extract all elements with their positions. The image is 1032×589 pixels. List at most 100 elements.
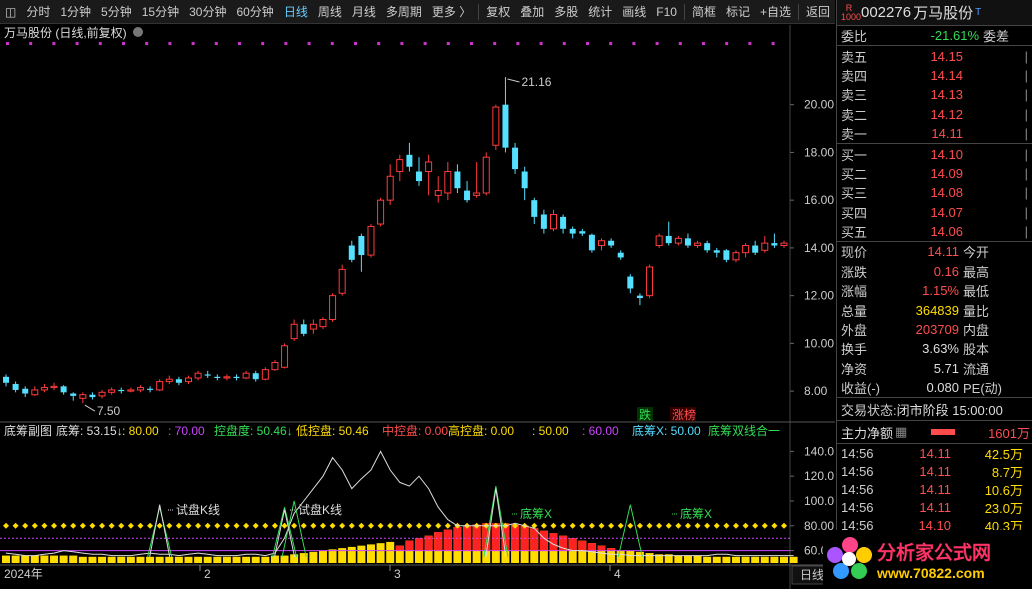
test-spike	[274, 509, 296, 557]
volume-bar-yellow	[635, 551, 644, 563]
volume-bar-red	[587, 543, 596, 551]
sell-level-5[interactable]: 卖五 14.15 |	[837, 46, 1032, 65]
stat-value: 1.15%	[922, 283, 959, 299]
volume-bar-yellow	[30, 555, 39, 563]
toolbar-item-1[interactable]: 1分钟	[60, 4, 92, 19]
marker-80	[771, 522, 778, 529]
depth-tick: |	[1024, 204, 1028, 220]
buy-level-3[interactable]: 买三 14.08 |	[837, 183, 1032, 202]
toolbar-item-6[interactable]: 日线	[283, 4, 308, 19]
trade-volume: 23.0万	[984, 500, 1023, 516]
volume-bar-yellow	[693, 555, 702, 563]
buy-level-4[interactable]: 买四 14.07 |	[837, 203, 1032, 222]
toolbar-item-18[interactable]: 标记	[726, 4, 751, 19]
toolbar-item-7[interactable]: 周线	[317, 4, 342, 19]
grid-icon[interactable]: ▦	[895, 424, 908, 440]
toolbar-item-17[interactable]: 简框	[691, 4, 716, 19]
marker-80	[367, 522, 374, 529]
sell-level-4[interactable]: 卖四 14.14 |	[837, 66, 1032, 85]
chart-area[interactable]: 万马股份 (日线,前复权) 20.00 18.00 16.00 14.00 12.00 10…	[0, 25, 835, 589]
toolbar-item-12[interactable]: 叠加	[520, 4, 545, 19]
sell-orders: 卖五 14.15 | 卖四 14.14 | 卖三 14.13 | 卖二 14.12 | 卖一 14.11 |	[837, 46, 1032, 143]
volume-bar-yellow	[280, 555, 289, 563]
indicator-header-item: 底筹副图	[4, 423, 52, 438]
buy-level-1[interactable]: 买一 14.10 |	[837, 144, 1032, 163]
trade-state-value: 闭市阶段 15:00:00	[896, 402, 1003, 418]
marker-80	[195, 522, 202, 529]
stat-label: 净资	[841, 361, 868, 377]
marker-80	[271, 522, 278, 529]
toolbar-item-15[interactable]: 画线	[622, 4, 647, 19]
toolbar-item-20[interactable]: 返回	[806, 4, 831, 19]
buy-level-2[interactable]: 买二 14.09 |	[837, 164, 1032, 183]
buy-level-1-price: 14.10	[930, 146, 963, 162]
weibi-row: 委比 -21.61% 委差	[837, 26, 1032, 45]
volume-bar-yellow	[587, 543, 596, 563]
candle-body	[579, 231, 586, 234]
signal-dot	[678, 42, 682, 45]
period-label: 日线	[800, 568, 824, 582]
volume-bar-red	[463, 525, 472, 551]
marker-80	[108, 522, 115, 529]
candle-body	[214, 376, 221, 378]
marker-80	[51, 522, 58, 529]
toolbar-item-5[interactable]: 60分钟	[236, 4, 274, 19]
kline-chart[interactable]: 万马股份 (日线,前复权) 20.00 18.00 16.00 14.00 12.00 10…	[0, 25, 835, 589]
toolbar-item-0[interactable]: 分时	[26, 4, 51, 19]
volume-bar-yellow	[270, 555, 279, 563]
chart-settings-icon	[133, 27, 143, 37]
toolbar-item-9[interactable]: 多周期	[385, 4, 422, 19]
marker-80	[214, 522, 221, 529]
info-icon[interactable]: T	[975, 7, 982, 18]
signal-spike	[617, 504, 643, 557]
candle-body	[108, 389, 116, 393]
logo-url: www.70822.com	[877, 565, 985, 581]
volume-bar-yellow	[722, 556, 731, 563]
toolbar-item-11[interactable]: 复权	[486, 4, 511, 19]
volume-bar-yellow	[789, 556, 798, 563]
depth-tick: |	[1024, 87, 1028, 103]
marker-80	[99, 522, 106, 529]
sell-level-1[interactable]: 卖一 14.11 |	[837, 124, 1032, 143]
sell-level-3[interactable]: 卖三 14.13 |	[837, 85, 1032, 104]
candle-body	[261, 369, 269, 380]
sell-level-2[interactable]: 卖二 14.12 |	[837, 105, 1032, 124]
volume-bar-yellow	[126, 556, 135, 563]
toolbar-item-13[interactable]: 多股	[554, 4, 579, 19]
volume-bar-red	[530, 528, 539, 551]
price-tick-label: 14.00	[804, 241, 834, 255]
toolbar-item-2[interactable]: 5分钟	[101, 4, 132, 19]
sell-level-4-label: 卖四	[841, 68, 868, 84]
indicator-header-item: : 80.00	[122, 424, 159, 438]
toolbar-item-4[interactable]: 30分钟	[189, 4, 227, 19]
depth-tick: |	[1024, 146, 1028, 162]
marker-80	[656, 522, 663, 529]
volume-bar-yellow	[50, 555, 59, 563]
stat-value: 3.63%	[922, 341, 959, 357]
toolbar-item-19[interactable]: +自选	[760, 4, 792, 19]
toolbar-item-8[interactable]: 月线	[351, 4, 376, 19]
indicator-label: 试盘K线	[176, 502, 220, 517]
indicator-header-item: 中控盘: 0.00	[382, 423, 448, 438]
marker-80	[588, 522, 595, 529]
toolbar-item-3[interactable]: 15分钟	[141, 4, 180, 19]
candle-body	[22, 388, 29, 394]
candle-body	[70, 393, 77, 396]
toolbar-item-16[interactable]: F10	[656, 4, 677, 19]
price-tick-label: 12.00	[804, 289, 834, 303]
buy-level-1-label: 买一	[841, 147, 868, 163]
stock-code: 002276	[861, 4, 912, 21]
buy-level-5[interactable]: 买五 14.06 |	[837, 222, 1032, 241]
low-label: 7.50	[97, 404, 121, 418]
stat-label-2: 最低	[963, 284, 990, 300]
candle-body	[674, 237, 682, 244]
volume-bar-red	[568, 538, 577, 551]
toolbar-separator	[798, 3, 800, 20]
stat-row: 换手 3.63% 股本	[837, 339, 1032, 358]
volume-bar-yellow	[184, 556, 193, 563]
toolbar-item-10[interactable]: 更多 〉	[431, 4, 472, 19]
toolbar-menu-icon[interactable]: ◫	[5, 4, 17, 19]
toolbar-item-14[interactable]: 统计	[588, 4, 613, 19]
signal-dot	[354, 42, 357, 45]
candle-body	[396, 159, 404, 173]
